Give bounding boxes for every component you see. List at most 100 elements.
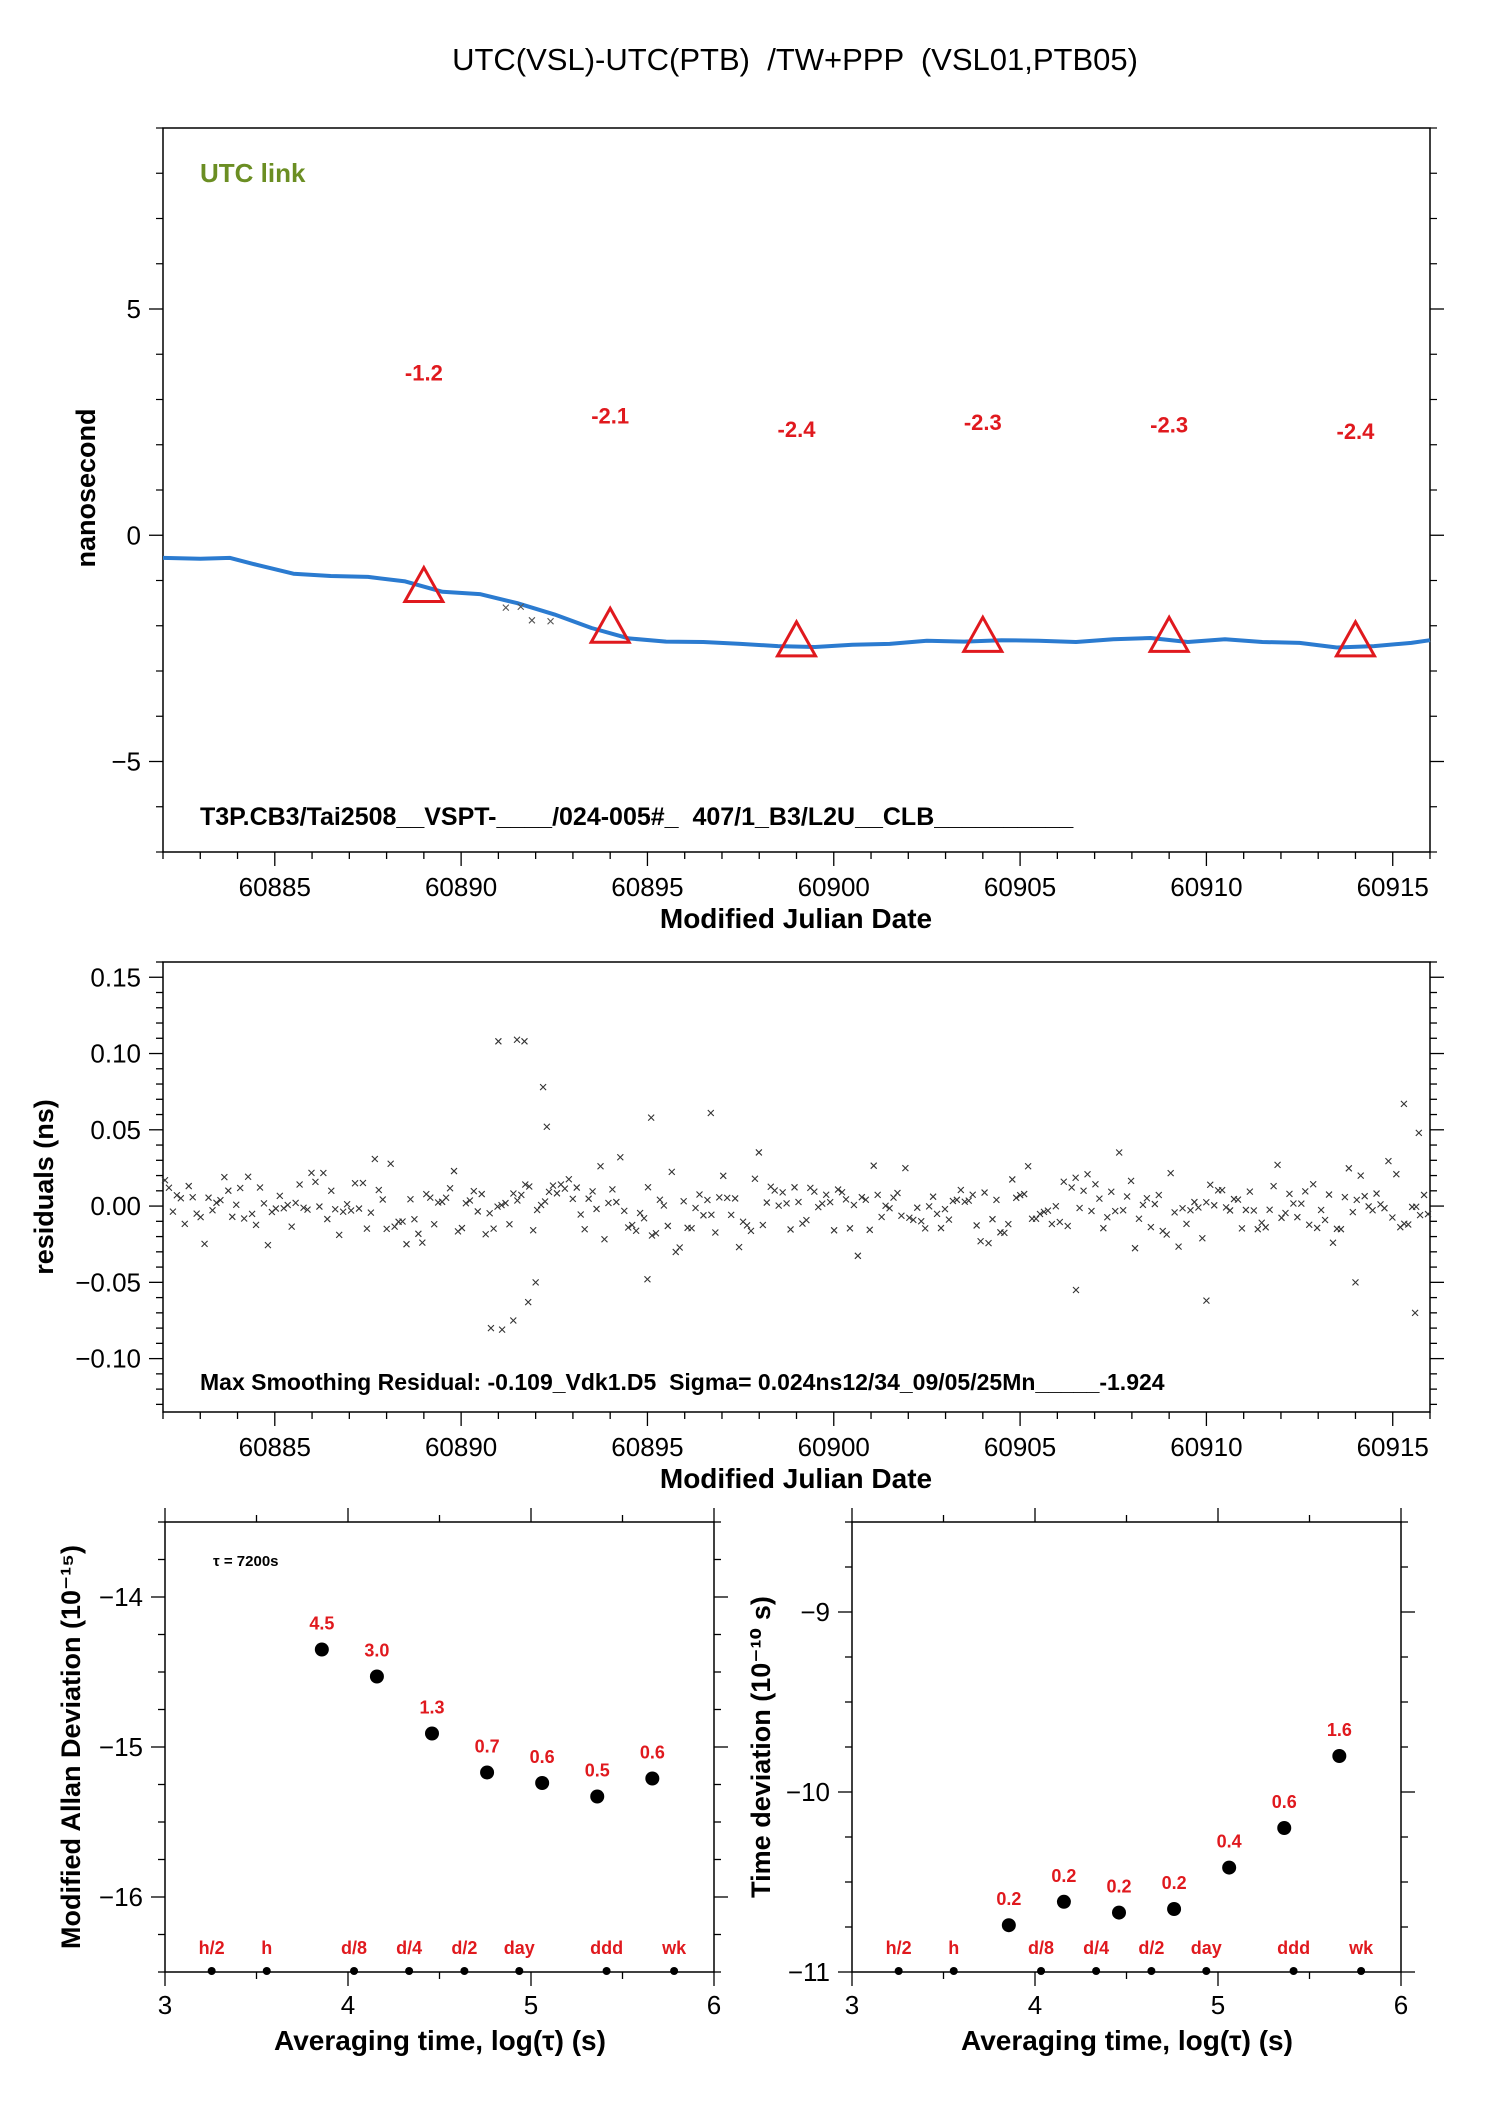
residual-point — [1234, 1196, 1242, 1204]
residual-point — [1020, 1190, 1028, 1198]
tdev-x-tick-label: 6 — [1394, 1990, 1408, 2020]
residual-point — [985, 1239, 992, 1247]
residual-point — [882, 1202, 889, 1210]
residual-point — [1381, 1204, 1388, 1212]
residual-point — [648, 1232, 656, 1239]
mdev-y-tick-label: −16 — [99, 1882, 143, 1912]
residual-point — [430, 1220, 438, 1228]
residual-point — [260, 1199, 268, 1207]
residual-point — [426, 1194, 434, 1201]
residual-point — [1175, 1243, 1182, 1251]
mdev-interval-label: wk — [661, 1938, 687, 1958]
residual-point — [532, 1278, 540, 1286]
residual-point — [316, 1203, 323, 1210]
top-triangle-marker — [1333, 618, 1378, 658]
top-triangle-marker — [774, 618, 819, 658]
tdev-data-point — [1277, 1821, 1292, 1835]
top-triangle-marker — [1147, 614, 1191, 653]
tdev-interval-label: h/2 — [886, 1938, 912, 1958]
mdev-point-label: 3.0 — [364, 1641, 389, 1661]
residual-point — [771, 1187, 779, 1194]
tdev-interval-marker — [1289, 1967, 1298, 1975]
residual-point — [1187, 1206, 1194, 1214]
residual-point — [470, 1187, 478, 1195]
residual-point — [181, 1220, 189, 1228]
residual-point — [232, 1201, 240, 1209]
residual-point — [973, 1222, 981, 1229]
residual-point — [1092, 1180, 1099, 1188]
mdev-y-tick-label: −14 — [99, 1582, 143, 1612]
residual-point — [723, 1194, 731, 1202]
tdev-interval-label: d/2 — [1138, 1938, 1164, 1958]
residual-point — [727, 1211, 735, 1219]
residual-point — [901, 1164, 909, 1172]
residual-point — [1036, 1210, 1044, 1218]
residual-point — [466, 1197, 474, 1204]
residual-point — [1064, 1222, 1072, 1230]
tdev-x-axis-label: Averaging time, log(τ) (s) — [961, 2025, 1293, 2056]
residual-point — [1127, 1177, 1135, 1185]
top-triangle-label: -2.3 — [1150, 412, 1188, 437]
residual-point — [1115, 1149, 1123, 1156]
residuals-x-tick-label: 60895 — [611, 1432, 683, 1462]
residual-point — [248, 1210, 256, 1218]
residual-point — [652, 1229, 660, 1237]
top-y-axis-label: nanosecond — [71, 408, 101, 567]
residual-point — [913, 1204, 921, 1212]
residual-point — [743, 1222, 751, 1229]
residual-point — [644, 1275, 651, 1283]
residual-point — [541, 1198, 549, 1205]
residual-point — [220, 1173, 228, 1181]
residual-point — [601, 1235, 608, 1243]
residuals-y-axis-label: residuals (ns) — [29, 1099, 59, 1275]
residual-point — [418, 1239, 426, 1247]
tdev-panel: 3 4 5 6 −11 −10 −9 0.2 0.2 0.2 0.2 0.4 0.6 1.6 h/2 h d… — [746, 1508, 1415, 2056]
residual-point — [1048, 1220, 1056, 1228]
residual-point — [539, 1083, 547, 1091]
tdev-data-point — [1056, 1894, 1071, 1909]
residual-point — [593, 1205, 600, 1213]
top-y-tick-label: −5 — [111, 747, 141, 777]
residual-point — [803, 1216, 810, 1224]
residual-point — [886, 1204, 893, 1212]
residual-point — [854, 1252, 862, 1260]
mdev-interval-marker — [460, 1967, 469, 1975]
top-triangle-label: -2.4 — [778, 417, 817, 442]
residuals-x-tick-label: 60900 — [798, 1432, 870, 1462]
residual-point — [494, 1037, 502, 1045]
residual-point — [533, 1206, 541, 1214]
residual-point — [1147, 1223, 1155, 1231]
residual-point — [1016, 1191, 1024, 1199]
residual-point — [981, 1189, 988, 1196]
residual-point — [391, 1223, 399, 1231]
residual-point — [367, 1209, 375, 1217]
residual-point — [1203, 1297, 1210, 1305]
residual-point — [878, 1213, 886, 1221]
mdev-y-tick-label: −15 — [99, 1732, 143, 1762]
residual-point — [858, 1193, 866, 1201]
residual-point — [791, 1183, 798, 1191]
residual-point — [656, 1196, 664, 1204]
residual-point — [288, 1223, 296, 1230]
residual-point — [510, 1190, 517, 1197]
residual-point — [252, 1221, 260, 1229]
tdev-data-point — [1111, 1905, 1126, 1920]
residual-point — [185, 1182, 193, 1190]
residual-point — [189, 1193, 197, 1201]
residual-point — [442, 1194, 450, 1202]
residual-point — [549, 1182, 557, 1190]
residual-point — [1072, 1174, 1080, 1182]
residual-point — [1202, 1198, 1210, 1206]
residual-point — [751, 1175, 759, 1183]
residual-point — [581, 1225, 589, 1233]
residual-point — [707, 1109, 715, 1117]
residual-point — [664, 1222, 672, 1230]
mdev-interval-marker — [207, 1967, 216, 1975]
residual-point — [949, 1197, 957, 1205]
residual-point — [933, 1210, 941, 1218]
residual-point — [1286, 1190, 1293, 1198]
residual-point — [1088, 1207, 1095, 1215]
residual-point — [977, 1237, 984, 1245]
residuals-y-tick-label: −0.05 — [75, 1267, 141, 1297]
residual-point — [1139, 1201, 1147, 1209]
